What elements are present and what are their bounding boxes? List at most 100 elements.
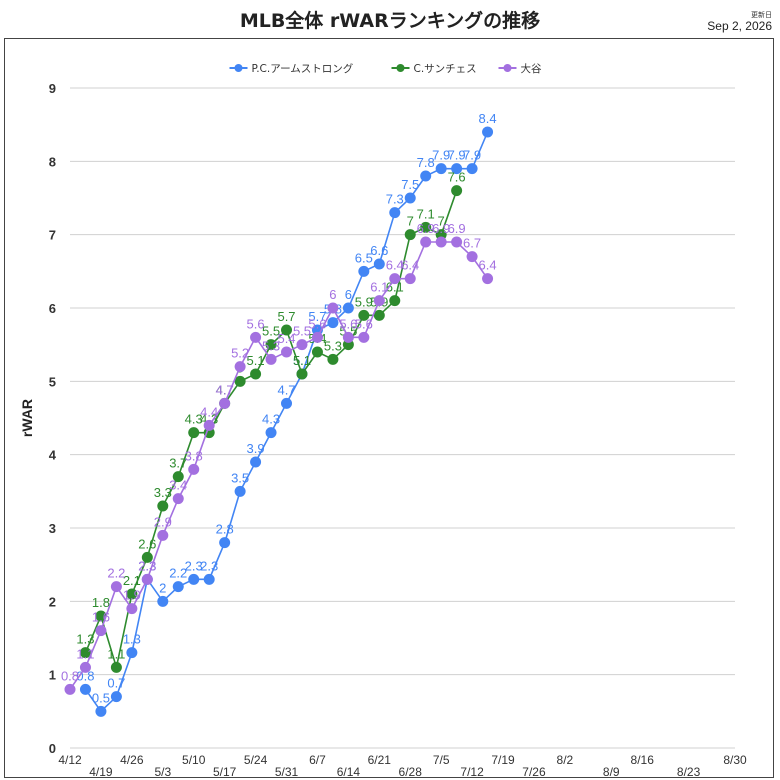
data-point (110, 661, 122, 673)
data-label: 3.9 (247, 441, 265, 456)
data-point (404, 192, 416, 204)
data-label: 2.3 (185, 558, 203, 573)
data-label: 0.8 (76, 668, 94, 683)
x-tick-label: 8/23 (677, 765, 701, 779)
data-point (451, 163, 463, 175)
data-point (435, 163, 447, 175)
y-tick-label: 5 (49, 374, 56, 389)
data-point (203, 419, 215, 431)
data-point (141, 573, 153, 585)
data-label: 1.1 (107, 646, 125, 661)
y-tick-label: 2 (49, 594, 56, 609)
data-label: 7.9 (463, 148, 481, 163)
data-point (389, 295, 401, 307)
data-label: 2.3 (138, 558, 156, 573)
data-label: 3.5 (231, 470, 249, 485)
x-tick-label: 8/2 (557, 753, 574, 767)
data-label: 6.9 (448, 221, 466, 236)
x-tick-label: 5/24 (244, 753, 268, 767)
legend-marker (396, 64, 405, 72)
data-label: 4.3 (262, 412, 280, 427)
data-label: 6.4 (479, 258, 497, 273)
data-label: 5.4 (277, 331, 295, 346)
data-point (188, 573, 200, 585)
y-tick-label: 0 (49, 741, 56, 756)
x-tick-label: 8/9 (603, 765, 620, 779)
x-tick-label: 5/31 (275, 765, 299, 779)
data-point (265, 353, 277, 365)
data-point (358, 265, 370, 277)
x-tick-label: 7/26 (522, 765, 546, 779)
data-label: 1.3 (76, 632, 94, 647)
data-label: 4.3 (185, 412, 203, 427)
chart-frame (4, 38, 774, 778)
data-label: 5.6 (355, 316, 373, 331)
data-label: 2.3 (200, 558, 218, 573)
data-point (203, 573, 215, 585)
data-label: 3.3 (154, 485, 172, 500)
x-tick-label: 5/3 (154, 765, 171, 779)
data-label: 2 (159, 580, 166, 595)
data-point (157, 500, 169, 512)
data-label: 7.6 (448, 170, 466, 185)
data-label: 4.4 (200, 404, 218, 419)
data-point (311, 331, 323, 343)
data-label: 1.9 (123, 588, 141, 603)
data-point (64, 683, 76, 695)
y-tick-label: 3 (49, 521, 56, 536)
data-label: 4.7 (216, 382, 234, 397)
data-label: 5.7 (277, 309, 295, 324)
updated-label: 更新日 (751, 11, 772, 19)
data-point (451, 185, 463, 197)
data-label: 2.6 (138, 536, 156, 551)
data-point (110, 581, 122, 593)
data-label: 6.4 (386, 258, 404, 273)
legend-label: C.サンチェス (414, 63, 477, 75)
data-point (141, 551, 153, 563)
y-tick-label: 7 (49, 228, 56, 243)
data-point (358, 309, 370, 321)
x-tick-label: 8/16 (631, 753, 655, 767)
data-point (281, 397, 293, 409)
x-tick-label: 4/12 (58, 753, 82, 767)
data-label: 5.6 (247, 316, 265, 331)
data-label: 7 (407, 214, 414, 229)
data-point (281, 346, 293, 358)
data-label: 5.5 (262, 324, 280, 339)
data-point (219, 537, 231, 549)
data-point (79, 661, 91, 673)
data-label: 5.9 (355, 294, 373, 309)
data-point (265, 339, 277, 351)
x-tick-label: 7/5 (433, 753, 450, 767)
x-tick-label: 7/19 (491, 753, 515, 767)
data-point (327, 317, 339, 329)
data-label: 2.1 (123, 573, 141, 588)
data-label: 4.7 (277, 382, 295, 397)
data-point (126, 647, 138, 659)
x-tick-label: 8/30 (723, 753, 747, 767)
data-point (234, 485, 246, 497)
data-label: 3.4 (169, 478, 187, 493)
data-point (404, 229, 416, 241)
data-point (95, 610, 107, 622)
chart-title: MLB全体 rWARランキングの推移 (239, 10, 541, 32)
data-label: 7 (438, 214, 445, 229)
x-tick-label: 6/28 (399, 765, 423, 779)
legend-marker (234, 64, 243, 72)
data-point (172, 581, 184, 593)
data-label: 0.8 (61, 668, 79, 683)
data-point (126, 603, 138, 615)
data-label: 5.1 (247, 353, 265, 368)
x-tick-label: 6/7 (309, 753, 326, 767)
data-label: 6.6 (370, 243, 388, 258)
legend-label: P.C.アームストロング (252, 62, 354, 75)
data-point (172, 493, 184, 505)
data-point (373, 295, 385, 307)
data-point (95, 625, 107, 637)
data-point (250, 331, 262, 343)
data-label: 5.3 (262, 338, 280, 353)
data-point (188, 427, 200, 439)
data-label: 1.6 (92, 610, 110, 625)
data-point (219, 397, 231, 409)
data-label: 5.7 (308, 309, 326, 324)
